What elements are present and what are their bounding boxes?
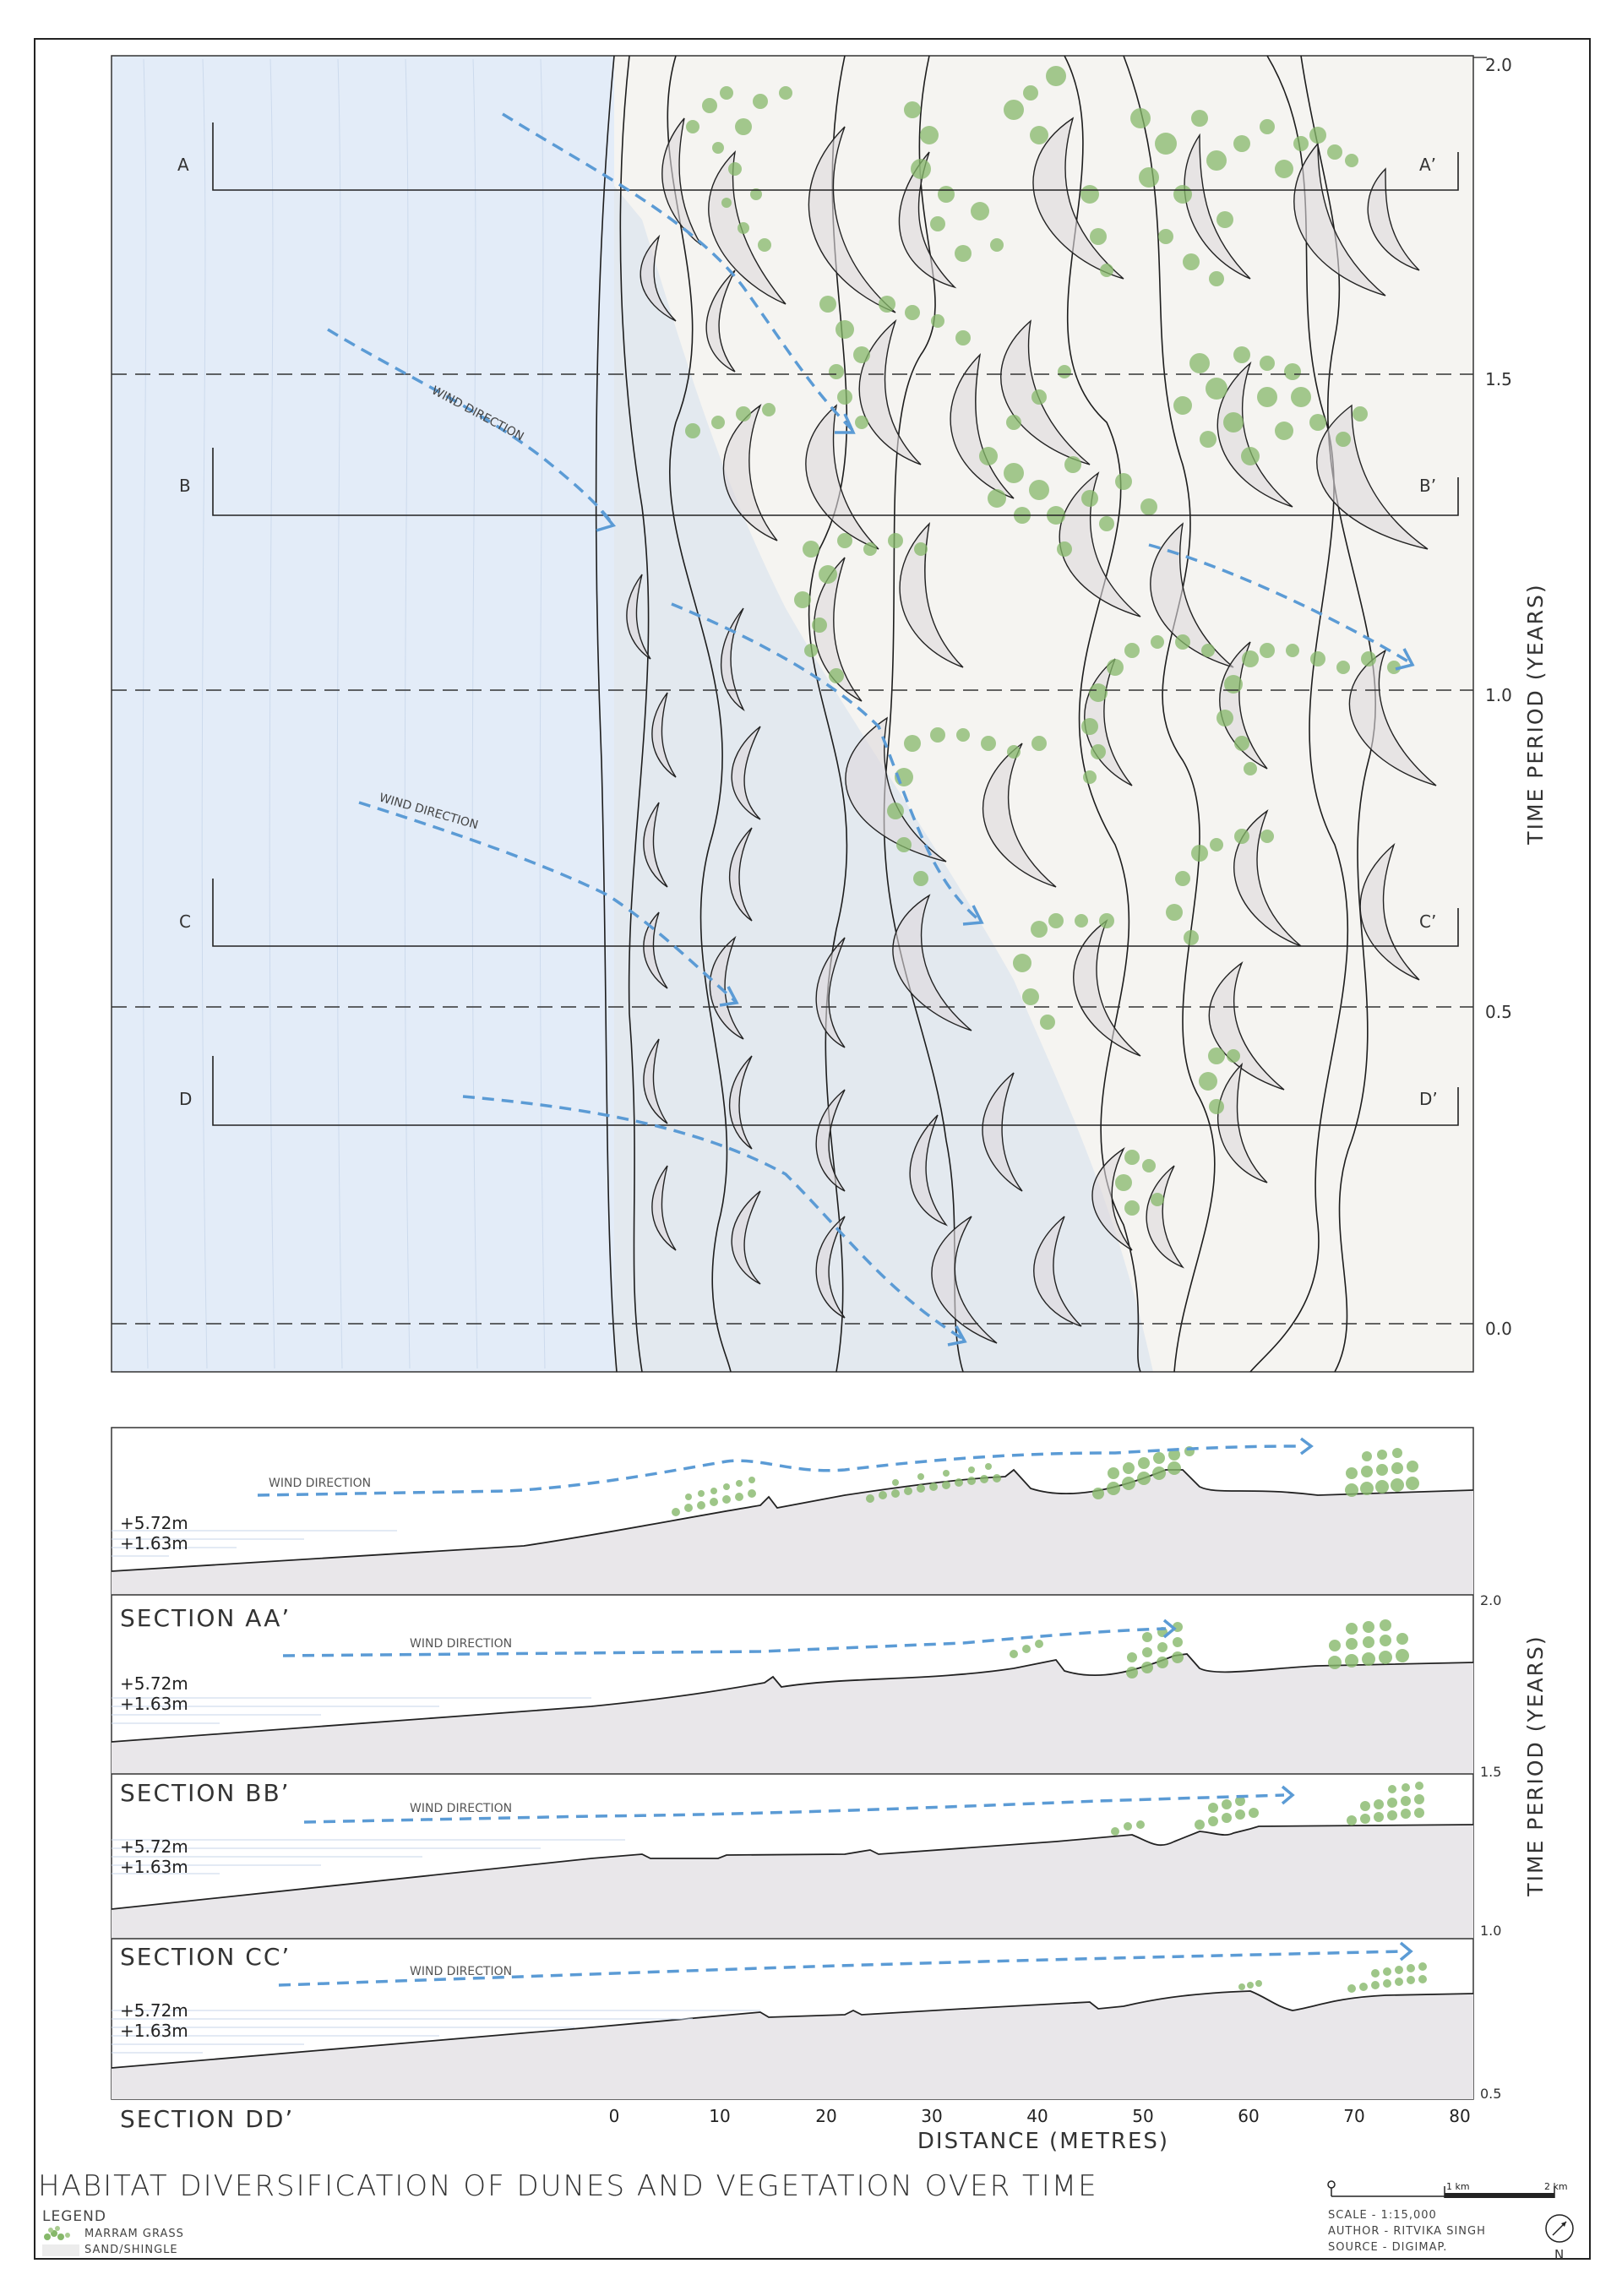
elevation-low-bb: +1.63m xyxy=(120,1694,188,1714)
section-title-cc: SECTION CC’ xyxy=(120,1943,291,1971)
author-text: AUTHOR - RITVIKA SINGH xyxy=(1328,2225,1486,2238)
section-wind-label-cc: WIND DIRECTION xyxy=(410,1802,512,1815)
north-arrow-icon xyxy=(1545,2214,1574,2243)
scale-bar: 1 km 2 km xyxy=(1327,2180,1568,2198)
section-label-d-end: D’ xyxy=(1419,1089,1438,1109)
section-dd xyxy=(111,1990,1474,2099)
section-label-d: D xyxy=(179,1089,192,1109)
elevation-high-bb: +5.72m xyxy=(120,1673,188,1694)
distance-tick-0: 0 xyxy=(609,2106,620,2126)
elevation-high-cc: +5.72m xyxy=(120,1836,188,1857)
distance-tick-40: 40 xyxy=(1026,2106,1048,2126)
scale-text: SCALE - 1:15,000 xyxy=(1328,2209,1437,2222)
plan-wind-arrows xyxy=(327,112,1412,1341)
sections-panel: WIND DIRECTION WIND DIRECTION WIND DIREC… xyxy=(111,1427,1548,2154)
section-bb xyxy=(111,1653,1474,1774)
distance-tick-80: 80 xyxy=(1449,2106,1470,2126)
drawing-frame xyxy=(34,38,1591,2260)
sea-area xyxy=(112,56,614,1372)
scale-bar-label-2km: 2 km xyxy=(1544,2181,1568,2192)
section-title-aa: SECTION AA’ xyxy=(120,1604,291,1632)
distance-ticks: 0 10 20 30 40 50 60 70 80 xyxy=(609,2106,1471,2126)
elevation-high-dd: +5.72m xyxy=(120,2000,188,2021)
plan-tick-0-0: 0.0 xyxy=(1485,1319,1512,1339)
legend-title: LEGEND xyxy=(42,2208,106,2225)
section-title-dd: SECTION DD’ xyxy=(120,2105,294,2133)
distance-axis-label: DISTANCE (METRES) xyxy=(917,2129,1169,2154)
section-cc xyxy=(111,1824,1474,1939)
section-label-c-end: C’ xyxy=(1419,911,1436,932)
section-tick-1-5: 1.5 xyxy=(1480,1764,1501,1780)
distance-tick-50: 50 xyxy=(1132,2106,1153,2126)
legend-label-sand-shingle: SAND/SHINGLE xyxy=(84,2244,178,2256)
section-title-bb: SECTION BB’ xyxy=(120,1779,291,1807)
elevation-low-dd: +1.63m xyxy=(120,2021,188,2041)
section-label-b: B xyxy=(179,476,191,496)
distance-tick-10: 10 xyxy=(709,2106,730,2126)
section-wind-label-bb: WIND DIRECTION xyxy=(410,1637,512,1651)
plan-tick-2-0: 2.0 xyxy=(1485,55,1512,75)
elevation-low-cc: +1.63m xyxy=(120,1857,188,1877)
plan-frame xyxy=(111,55,1474,1373)
section-label-a-end: A’ xyxy=(1419,155,1436,175)
section-wind-label-dd: WIND DIRECTION xyxy=(410,1965,512,1978)
section-tick-1-0: 1.0 xyxy=(1480,1923,1501,1939)
distance-tick-20: 20 xyxy=(815,2106,836,2126)
page-title: HABITAT DIVERSIFICATION OF DUNES AND VEG… xyxy=(38,2169,1098,2203)
plan-tick-0-5: 0.5 xyxy=(1485,1002,1512,1022)
distance-tick-70: 70 xyxy=(1343,2106,1364,2126)
plan-time-axis-label: TIME PERIOD (YEARS) xyxy=(1523,583,1548,845)
distance-tick-60: 60 xyxy=(1238,2106,1259,2126)
section-cuts xyxy=(212,122,1459,1126)
section-arrowheads xyxy=(1162,1437,1413,1961)
section-tick-2-0: 2.0 xyxy=(1480,1592,1501,1608)
plan-arrowheads xyxy=(596,413,1415,1347)
sand-shingle-swatch xyxy=(42,2244,79,2256)
section-time-axis-label: TIME PERIOD (YEARS) xyxy=(1523,1635,1548,1896)
marram-grass-swatch xyxy=(44,2226,70,2240)
plan-diagram: A A’ B B’ C C’ D D’ WIND DIRECTION WIND … xyxy=(111,55,1548,1373)
section-label-a: A xyxy=(177,155,189,175)
source-text: SOURCE - DIGIMAP. xyxy=(1328,2241,1448,2254)
section-label-c: C xyxy=(179,911,191,932)
scale-bar-label-1km: 1 km xyxy=(1446,2181,1470,2192)
plan-tick-1-0: 1.0 xyxy=(1485,685,1512,705)
legend-item-marram-grass: MARRAM GRASS xyxy=(42,2225,184,2242)
section-label-b-end: B’ xyxy=(1419,476,1436,496)
vegetation-dots xyxy=(685,66,1401,1216)
section-wind-label-aa: WIND DIRECTION xyxy=(269,1477,371,1490)
elevation-high-aa: +5.72m xyxy=(120,1513,188,1533)
section-dividers xyxy=(112,1594,1473,1940)
distance-tick-30: 30 xyxy=(921,2106,942,2126)
section-tick-0-5: 0.5 xyxy=(1480,2086,1501,2102)
time-gridlines xyxy=(112,373,1473,1325)
section-wind-arrows xyxy=(257,1445,1403,1987)
legend-label-marram-grass: MARRAM GRASS xyxy=(84,2227,184,2240)
section-vegetation xyxy=(672,1446,1427,1993)
plan-tick-1-5: 1.5 xyxy=(1485,369,1512,389)
north-label: N xyxy=(1554,2247,1565,2262)
legend-item-sand-shingle: SAND/SHINGLE xyxy=(42,2244,178,2256)
elevation-low-aa: +1.63m xyxy=(120,1533,188,1553)
